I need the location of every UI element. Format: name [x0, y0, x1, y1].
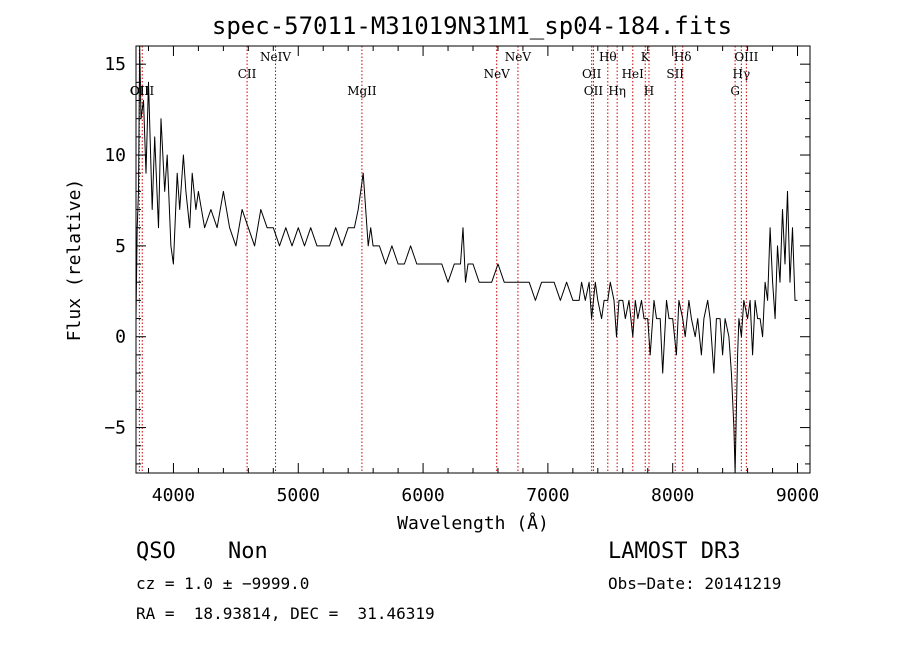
x-tick-label-5: 9000	[776, 485, 819, 506]
x-tick-label-1: 5000	[277, 485, 320, 506]
x-axis-label: Wavelength (Å)	[397, 512, 549, 534]
x-tick-label-3: 7000	[526, 485, 569, 506]
object-subclass: Non	[228, 539, 268, 564]
x-tick-label-2: 6000	[401, 485, 444, 506]
x-tick-label-0: 4000	[152, 485, 195, 506]
line-label-16: G	[730, 84, 740, 98]
redshift-cz: cz = 1.0 ± −9999.0	[136, 574, 309, 593]
plot-layer	[135, 45, 798, 474]
line-label-3: NeIV	[260, 50, 291, 64]
spectrum-series-0	[135, 45, 798, 474]
axis-ticks: 4000 5000 6000 7000 8000 9000 −5 0 5 10 15	[104, 45, 819, 506]
y-tick-label-1: 0	[115, 327, 126, 348]
line-label-9: Hθ	[599, 50, 617, 64]
line-label-15: Hδ	[674, 50, 692, 64]
line-label-8: OII	[584, 84, 604, 98]
line-label-18: OIII	[734, 50, 758, 64]
line-label-13: H	[644, 84, 654, 98]
coordinates: RA = 18.93814, DEC = 31.46319	[136, 604, 435, 623]
x-tick-label-4: 8000	[651, 485, 694, 506]
observation-date: Obs−Date: 20141219	[608, 574, 781, 593]
survey-name: LAMOST DR3	[608, 539, 740, 564]
line-marker-layer: OIIOIIICIINeIVMgIINeVNeVOIIOIIHθHηHeIKHS…	[130, 46, 759, 473]
line-label-10: Hη	[608, 84, 626, 98]
line-label-1: OIII	[130, 84, 154, 98]
line-label-12: K	[641, 50, 651, 64]
y-axis-label: Flux (relative)	[64, 179, 85, 342]
line-label-14: SII	[666, 67, 684, 81]
y-tick-label-2: 5	[115, 236, 126, 257]
line-label-6: NeV	[505, 50, 532, 64]
line-label-11: HeI	[622, 67, 645, 81]
line-label-5: NeV	[484, 67, 511, 81]
y-tick-label-3: 10	[104, 145, 126, 166]
line-label-17: Hγ	[733, 67, 751, 81]
line-label-2: CII	[238, 67, 257, 81]
line-label-7: OII	[582, 67, 602, 81]
chart-title: spec-57011-M31019N31M1_sp04-184.fits	[212, 12, 732, 40]
y-tick-label-0: −5	[104, 418, 126, 439]
object-class: QSO	[136, 539, 176, 564]
line-label-4: MgII	[347, 84, 377, 98]
y-tick-label-4: 15	[104, 54, 126, 75]
